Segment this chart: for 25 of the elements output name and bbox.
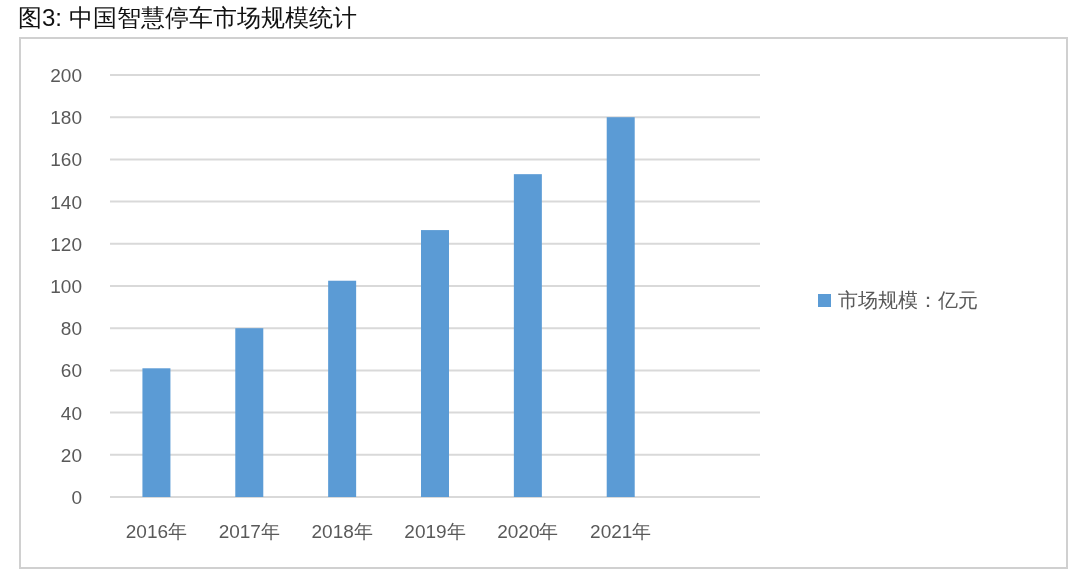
bar [513,174,542,497]
y-tick-label: 60 [60,360,82,382]
x-tick-label: 2018年 [311,521,373,542]
x-tick-label: 2017年 [218,521,280,542]
y-tick-label: 200 [50,65,82,86]
x-tick-label: 2020年 [497,521,559,542]
bar [235,328,264,497]
x-tick-label: 2019年 [404,521,466,542]
x-tick-label: 2021年 [590,521,652,542]
y-tick-label: 180 [50,107,82,129]
bar [142,368,171,497]
chart-title: 图3: 中国智慧停车市场规模统计 [18,4,357,31]
bar [421,230,449,497]
y-tick-label: 120 [50,233,82,255]
bar [328,280,357,497]
y-tick-label: 100 [50,276,82,297]
y-tick-label: 80 [60,318,82,340]
y-tick-label: 140 [50,191,82,213]
bar [606,117,635,497]
y-tick-label: 160 [50,149,82,171]
y-tick-label: 20 [60,444,82,466]
legend-label: 市场规模：亿元 [838,289,978,311]
y-tick-label: 0 [71,487,82,508]
x-tick-label: 2016年 [125,521,188,542]
y-tick-label: 40 [60,402,82,424]
